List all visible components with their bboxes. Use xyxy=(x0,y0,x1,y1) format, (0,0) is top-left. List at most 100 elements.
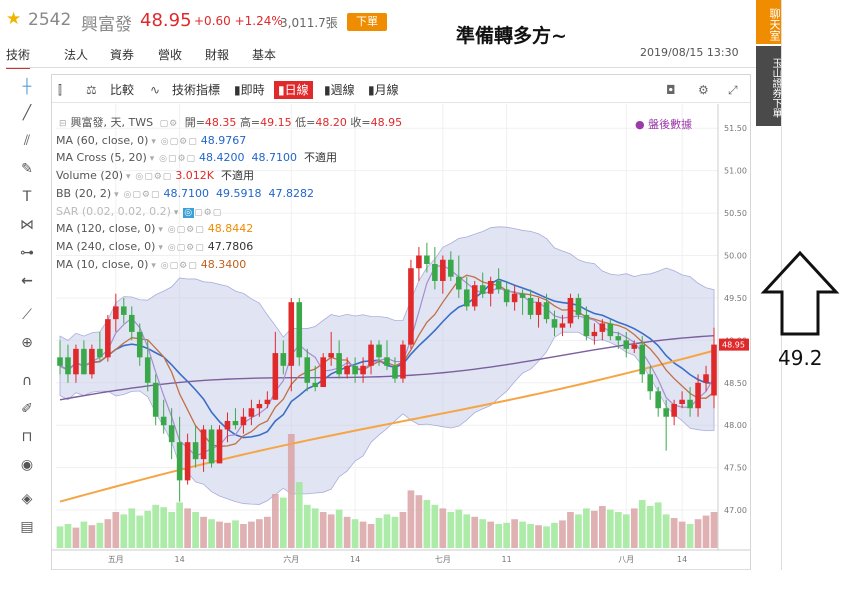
volume-bar xyxy=(527,524,534,548)
up-arrow-annotation xyxy=(760,250,840,336)
legend-menu-icon[interactable]: ▾ ◎▢⚙▢ xyxy=(158,225,205,236)
indicators-button[interactable]: 技術指標 xyxy=(172,83,221,97)
tab-technical[interactable]: 技術 xyxy=(6,46,31,69)
candle-body xyxy=(184,442,191,481)
chat-room-tab[interactable]: 聊天室 xyxy=(756,0,781,44)
tab-basic[interactable]: 基本 xyxy=(252,48,277,62)
candle-body xyxy=(392,365,398,379)
volume-bar xyxy=(495,524,503,548)
y-tick-label: 47.00 xyxy=(724,506,747,515)
legend-menu-icon[interactable]: ▾ ◎▢⚙▢ xyxy=(114,189,161,200)
intraday-button[interactable]: ▮即時 xyxy=(234,83,265,97)
legend-menu-icon[interactable]: ▾ ◎▢⚙▢ xyxy=(151,136,198,147)
pattern-icon[interactable]: ⋈ xyxy=(20,217,34,233)
candle-body xyxy=(543,302,550,320)
price-chart[interactable]: 51.5051.0050.5050.0049.5049.0048.5048.00… xyxy=(52,104,750,570)
volume-bar xyxy=(367,524,375,548)
measure-icon[interactable]: ⊶ xyxy=(20,245,34,261)
brush-icon[interactable]: ✎ xyxy=(21,161,33,177)
crosshair-icon[interactable]: ┼ xyxy=(22,79,32,95)
ma120-value: 48.8442 xyxy=(207,222,254,236)
back-arrow-icon[interactable]: ← xyxy=(21,273,33,289)
legend-macross: MA Cross (5, 20) ▾ ◎▢⚙▢ 48.4200 48.7100 不適… xyxy=(56,150,402,168)
collapse-icon[interactable]: ⊟ xyxy=(59,119,68,129)
tab-margin[interactable]: 資券 xyxy=(110,48,135,62)
volume-bar xyxy=(479,519,487,548)
volume-bar xyxy=(646,506,654,548)
intraday-label: 即時 xyxy=(240,83,265,97)
settings-gear-icon[interactable]: ⚙ xyxy=(698,83,709,97)
legend-ma10: MA (10, close, 0) ▾ ◎▢⚙▢ 48.3400 xyxy=(56,257,402,275)
open-value: 48.35 xyxy=(204,116,237,129)
legend-ma240: MA (240, close, 0) ▾ ◎▢⚙▢ 47.7806 xyxy=(56,239,402,257)
tab-institutional[interactable]: 法人 xyxy=(64,48,89,62)
candle-body xyxy=(647,374,653,392)
volume-bar xyxy=(248,521,255,548)
volume-bar xyxy=(224,522,231,548)
bb-value-b: 49.5918 xyxy=(215,186,262,200)
order-button[interactable]: 下單 xyxy=(347,13,387,31)
eye-icon[interactable]: ◉ xyxy=(20,457,34,473)
trash-icon[interactable]: ▤ xyxy=(20,519,34,535)
candle-body xyxy=(607,323,614,337)
volume-bar xyxy=(192,512,199,548)
chart-toolbar: ⫿ ⚖ 比較 ∿ 技術指標 ▮即時 ▮日線 ▮週線 ▮月線 ◘ ⚙ ⤢ xyxy=(52,75,750,103)
volume-bar xyxy=(152,504,160,548)
chart-type-icon[interactable]: ⫿ xyxy=(58,83,62,97)
macross-value-b: 48.7100 xyxy=(251,151,298,165)
y-tick-label: 49.50 xyxy=(724,294,747,303)
volume-bar xyxy=(120,514,128,548)
magnet-icon[interactable]: ∩ xyxy=(21,373,33,389)
unlock-icon[interactable]: ⊓ xyxy=(21,429,33,445)
legend-bb: BB (20, 2) ▾ ◎▢⚙▢ 48.7100 49.5918 47.8282 xyxy=(56,186,402,204)
broker-order-tab[interactable]: 玉山證券下單 xyxy=(756,46,781,126)
tab-revenue[interactable]: 營收 xyxy=(158,48,183,62)
volume-bar xyxy=(56,526,64,548)
fullscreen-icon[interactable]: ⤢ xyxy=(728,83,738,97)
volume-bar xyxy=(439,508,447,548)
favorite-star-icon[interactable]: ★ xyxy=(6,9,22,29)
volume-bar xyxy=(543,526,550,548)
lock-drawing-icon[interactable]: ✐ xyxy=(21,401,33,417)
candle-body xyxy=(232,420,239,426)
legend-menu-icon[interactable]: ▾ ◎▢⚙▢ xyxy=(173,207,223,218)
x-tick-label: 七月 xyxy=(435,555,451,564)
low-value: 48.20 xyxy=(315,116,347,129)
volume-label: Volume (20) xyxy=(56,169,123,183)
indicator-icon[interactable]: ∿ xyxy=(150,83,161,97)
volume-bar xyxy=(319,512,327,548)
volume-bar xyxy=(575,514,582,548)
volume-bar xyxy=(295,482,303,548)
candle-body xyxy=(487,280,494,294)
legend-settings-icon[interactable]: ▢⚙ xyxy=(159,119,179,129)
candle-body xyxy=(113,306,119,320)
volume-bar xyxy=(200,516,207,548)
legend-menu-icon[interactable]: ▾ ◎▢⚙▢ xyxy=(151,260,198,271)
candle-body xyxy=(328,353,334,358)
text-tool-icon[interactable]: T xyxy=(22,189,32,205)
camera-icon[interactable]: ◘ xyxy=(666,83,676,97)
legend-menu-icon[interactable]: ▾ ◎▢⚙▢ xyxy=(126,172,173,183)
candle-body xyxy=(352,365,358,375)
volume-bar xyxy=(654,502,662,548)
layers-icon[interactable]: ◈ xyxy=(21,491,33,507)
weekly-button[interactable]: ▮週線 xyxy=(324,83,355,97)
monthly-button[interactable]: ▮月線 xyxy=(368,83,399,97)
legend-menu-icon[interactable]: ▾ ◎▢⚙▢ xyxy=(158,242,205,253)
daily-button[interactable]: ▮日線 xyxy=(274,81,313,99)
tab-financials[interactable]: 財報 xyxy=(205,48,230,62)
nav-tabs: 技術 法人 資券 營收 財報 基本 xyxy=(0,42,760,69)
volume-bar xyxy=(208,519,215,548)
ruler-icon[interactable]: ⟋ xyxy=(22,307,32,323)
bb-value-a: 48.7100 xyxy=(163,186,209,200)
ma10-value: 48.3400 xyxy=(200,257,247,271)
zoom-in-icon[interactable]: ⊕ xyxy=(21,335,33,351)
compare-icon[interactable]: ⚖ xyxy=(86,83,97,97)
legend-menu-icon[interactable]: ▾ ◎▢⚙▢ xyxy=(149,154,197,165)
compare-button[interactable]: 比較 xyxy=(110,83,135,97)
ma60-value: 48.9767 xyxy=(200,133,247,147)
pitchfork-icon[interactable]: ⫽ xyxy=(23,133,31,149)
candle-body xyxy=(400,344,406,379)
volume-bar xyxy=(351,519,359,548)
trendline-icon[interactable]: ╱ xyxy=(22,105,32,121)
